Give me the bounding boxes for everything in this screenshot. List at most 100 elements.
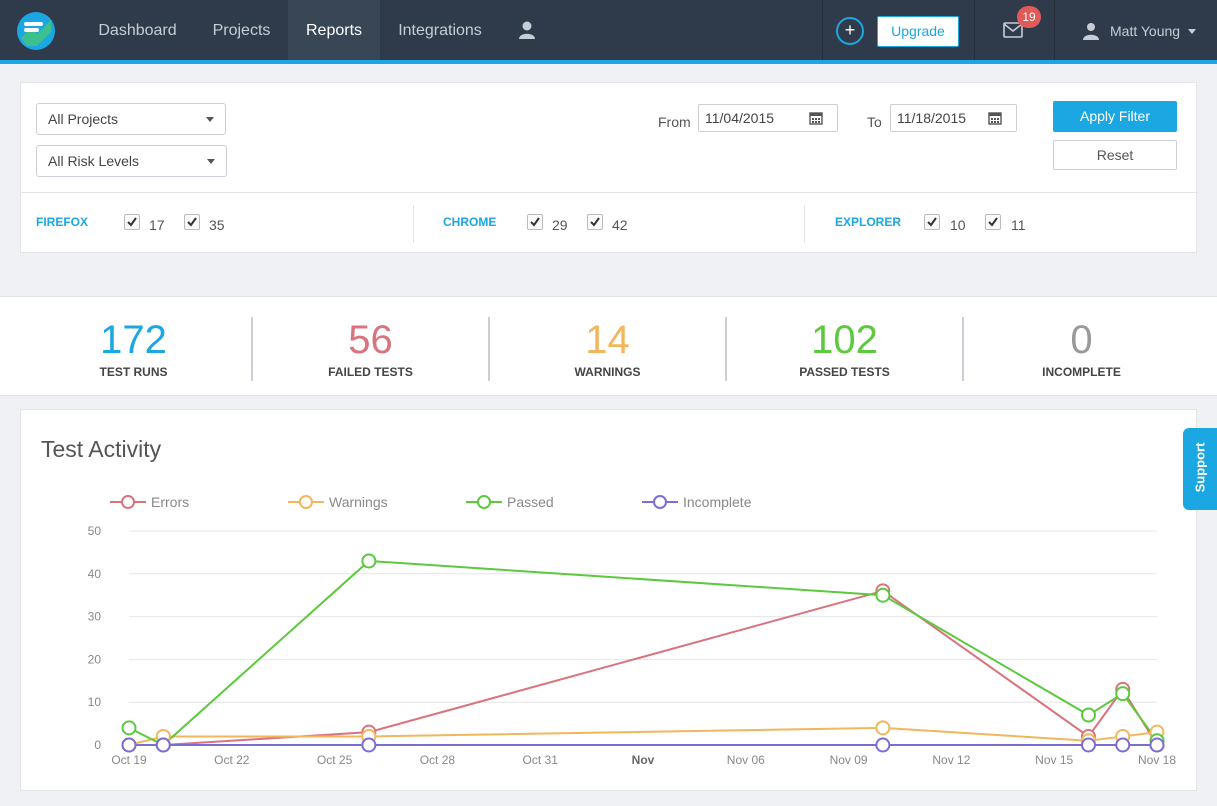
check-icon [590, 217, 600, 227]
stat-value: 0 [1070, 318, 1093, 362]
chevron-down-icon[interactable] [1188, 29, 1196, 34]
mail-icon[interactable] [1003, 22, 1023, 38]
browser-label-explorer: EXPLORER [835, 215, 902, 229]
x-tick-label: Nov 15 [1035, 753, 1073, 767]
check-icon [127, 217, 137, 227]
stat-test-runs: 172 TEST RUNS [15, 317, 252, 379]
checkbox-firefox-35[interactable] [184, 214, 200, 230]
nav-divider [822, 0, 823, 60]
upgrade-button[interactable]: Upgrade [877, 16, 959, 47]
stat-value: 14 [585, 318, 630, 362]
legend-label: Warnings [329, 494, 388, 510]
nav-dashboard[interactable]: Dashboard [98, 22, 177, 39]
checkbox-chrome-42[interactable] [587, 214, 603, 230]
calendar-icon[interactable] [809, 111, 823, 125]
x-tick-label: Nov 12 [932, 753, 970, 767]
checkbox-chrome-29[interactable] [527, 214, 543, 230]
stat-label: TEST RUNS [99, 365, 168, 379]
check-icon [988, 217, 998, 227]
check-icon [187, 217, 197, 227]
checkbox-label: 29 [552, 217, 568, 233]
legend-label: Errors [151, 494, 190, 510]
stat-label: INCOMPLETE [1042, 365, 1121, 379]
user-menu[interactable]: Matt Young [1110, 23, 1181, 39]
x-tick-label: Oct 25 [317, 753, 353, 767]
x-tick-label: Oct 22 [214, 753, 250, 767]
divider [725, 317, 727, 381]
x-tick-label: Nov 18 [1138, 753, 1176, 767]
y-tick-label: 10 [88, 695, 102, 709]
test-activity-panel: Test Activity Errors Warnings Passed Incomp… [20, 409, 1197, 791]
data-point-warnings [875, 720, 891, 736]
support-tab[interactable]: Support [1183, 428, 1217, 510]
browser-label-chrome: CHROME [443, 215, 497, 229]
test-activity-chart: 0 10 20 30 40 50 Oct 19 Oct 22 Oct 25 Oct 28 Oct 3… [88, 524, 1177, 767]
calendar-icon[interactable] [988, 111, 1002, 125]
navbar-accent [0, 60, 1217, 64]
x-tick-label: Nov 06 [727, 753, 765, 767]
divider [488, 317, 490, 381]
chevron-down-icon [206, 117, 214, 122]
y-tick-label: 50 [88, 524, 102, 538]
reset-button[interactable]: Reset [1053, 140, 1177, 170]
checkbox-label: 17 [149, 217, 165, 233]
to-date-input[interactable]: 11/18/2015 [890, 104, 1017, 132]
legend-marker [477, 495, 491, 509]
checkbox-explorer-11[interactable] [985, 214, 1001, 230]
x-tick-label: Nov [632, 753, 655, 767]
nav-divider [974, 0, 975, 60]
x-tick-label: Oct 28 [420, 753, 456, 767]
data-point-passed [875, 587, 891, 603]
y-tick-label: 40 [88, 567, 102, 581]
legend-marker [653, 495, 667, 509]
user-avatar-icon[interactable] [1082, 22, 1100, 40]
divider [21, 192, 1198, 193]
legend-swatch [642, 495, 678, 509]
data-point-passed [1080, 707, 1096, 723]
support-label: Support [1192, 442, 1208, 493]
legend-marker [299, 495, 313, 509]
person-icon[interactable] [517, 20, 537, 40]
divider [962, 317, 964, 381]
from-date-input[interactable]: 11/04/2015 [698, 104, 838, 132]
top-navbar: Dashboard Projects Reports Integrations … [0, 0, 1217, 60]
nav-projects[interactable]: Projects [212, 22, 271, 39]
y-tick-label: 20 [88, 652, 102, 666]
legend-swatch [288, 495, 324, 509]
legend-label: Incomplete [683, 494, 752, 510]
data-point-incomplete [1115, 737, 1131, 753]
add-button[interactable]: + [836, 17, 864, 45]
from-label: From [658, 114, 691, 130]
stat-failed-tests: 56 FAILED TESTS [252, 317, 489, 379]
stat-label: FAILED TESTS [328, 365, 413, 379]
nav-integrations[interactable]: Integrations [398, 22, 482, 39]
x-tick-label: Nov 09 [830, 753, 868, 767]
checkbox-label: 11 [1011, 217, 1026, 233]
data-point-passed [1115, 686, 1131, 702]
divider [804, 205, 805, 243]
y-tick-label: 30 [88, 610, 102, 624]
stat-value: 56 [348, 318, 393, 362]
check-icon [927, 217, 937, 227]
checkbox-firefox-17[interactable] [124, 214, 140, 230]
legend-label: Passed [507, 494, 554, 510]
series-line-passed [128, 559, 1158, 747]
data-point-incomplete [875, 737, 891, 753]
nav-divider [1054, 0, 1055, 60]
x-tick-label: Oct 31 [523, 753, 559, 767]
check-icon [530, 217, 540, 227]
app-logo-icon[interactable] [17, 12, 55, 50]
apply-filter-button[interactable]: Apply Filter [1053, 101, 1177, 132]
data-point-passed [121, 720, 137, 736]
from-date-value: 11/04/2015 [705, 110, 775, 126]
nav-reports[interactable]: Reports [288, 0, 380, 60]
project-select[interactable]: All Projects [36, 103, 226, 135]
stat-label: PASSED TESTS [799, 365, 890, 379]
stat-warnings: 14 WARNINGS [489, 317, 726, 379]
data-point-incomplete [155, 737, 171, 753]
stat-value: 172 [100, 318, 167, 362]
risk-level-select[interactable]: All Risk Levels [36, 145, 227, 177]
checkbox-explorer-10[interactable] [924, 214, 940, 230]
series-line-warnings [128, 726, 1158, 746]
data-point-incomplete [1149, 737, 1165, 753]
